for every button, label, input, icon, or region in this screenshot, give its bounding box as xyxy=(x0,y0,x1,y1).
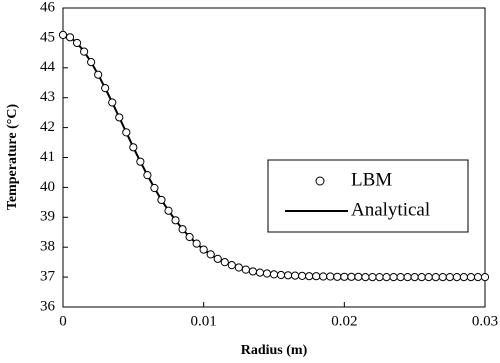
data-point xyxy=(87,58,96,67)
data-point xyxy=(340,272,349,281)
data-point xyxy=(291,271,300,280)
data-point xyxy=(333,272,342,281)
data-point xyxy=(213,254,222,263)
data-point xyxy=(115,113,124,122)
data-point xyxy=(262,269,272,278)
data-point xyxy=(65,33,75,42)
legend-label: Analytical xyxy=(351,199,430,220)
x-axis-title: Radius (m) xyxy=(241,343,308,358)
data-point xyxy=(108,98,117,107)
data-point xyxy=(220,258,229,267)
legend-symbol xyxy=(315,176,325,186)
data-point xyxy=(80,47,89,56)
x-tick-label: 0.02 xyxy=(331,313,357,329)
data-point xyxy=(403,273,412,282)
data-point xyxy=(185,232,194,242)
data-point xyxy=(431,273,440,282)
data-point xyxy=(255,268,265,277)
data-point xyxy=(459,273,468,282)
series-line xyxy=(62,33,485,279)
data-point xyxy=(480,273,490,282)
y-tick-label: 38 xyxy=(40,239,55,255)
data-point xyxy=(305,272,314,281)
data-point xyxy=(445,273,454,282)
data-point xyxy=(164,206,173,215)
data-point xyxy=(122,128,131,137)
data-point xyxy=(143,171,152,180)
data-point xyxy=(227,261,236,270)
data-point xyxy=(473,273,483,282)
y-axis-title: Temperature (°C) xyxy=(5,104,20,211)
data-point xyxy=(150,183,159,193)
data-point xyxy=(276,270,286,280)
data-point xyxy=(283,271,293,280)
data-point xyxy=(298,271,307,281)
y-tick-label: 45 xyxy=(40,29,55,45)
legend-label: LBM xyxy=(351,169,392,190)
y-tick-label: 40 xyxy=(40,179,55,195)
data-point xyxy=(171,216,180,225)
data-point xyxy=(269,270,279,279)
y-tick-label: 43 xyxy=(40,89,55,105)
plot-frame xyxy=(62,7,486,308)
legend-box xyxy=(267,159,469,233)
data-point xyxy=(192,239,201,248)
data-point xyxy=(248,267,257,276)
data-point xyxy=(319,272,328,281)
y-tick-label: 36 xyxy=(40,298,56,314)
x-tick-label: 0 xyxy=(59,313,67,329)
y-tick-label: 44 xyxy=(40,59,56,75)
data-point xyxy=(241,265,250,274)
y-tick-label: 37 xyxy=(40,269,56,285)
data-point xyxy=(129,143,138,152)
data-point xyxy=(72,38,82,48)
data-point xyxy=(361,273,370,282)
data-point xyxy=(375,273,384,282)
data-point xyxy=(347,272,356,281)
y-tick-label: 46 xyxy=(40,0,56,15)
x-tick-label: 0.01 xyxy=(191,313,217,329)
y-tick-label: 41 xyxy=(40,149,55,165)
data-point xyxy=(438,273,447,282)
data-point xyxy=(101,84,110,93)
data-point xyxy=(206,250,215,259)
data-point xyxy=(157,195,166,205)
data-point xyxy=(58,30,68,40)
data-point xyxy=(178,225,187,234)
data-point xyxy=(417,273,426,282)
data-point xyxy=(389,273,398,282)
y-tick-label: 39 xyxy=(40,209,55,225)
data-point xyxy=(452,273,461,282)
data-point xyxy=(199,245,208,254)
x-tick-label: 0.03 xyxy=(472,313,498,329)
data-point xyxy=(94,70,103,79)
y-tick-label: 42 xyxy=(40,119,55,135)
data-point xyxy=(396,273,405,282)
data-point xyxy=(312,272,321,281)
data-point xyxy=(326,272,335,281)
data-point xyxy=(234,263,243,272)
data-point xyxy=(354,272,363,281)
data-point xyxy=(368,273,377,282)
data-point xyxy=(410,273,419,282)
data-point xyxy=(136,157,145,166)
data-point xyxy=(466,273,476,282)
data-point xyxy=(424,273,433,282)
data-point xyxy=(382,273,391,282)
